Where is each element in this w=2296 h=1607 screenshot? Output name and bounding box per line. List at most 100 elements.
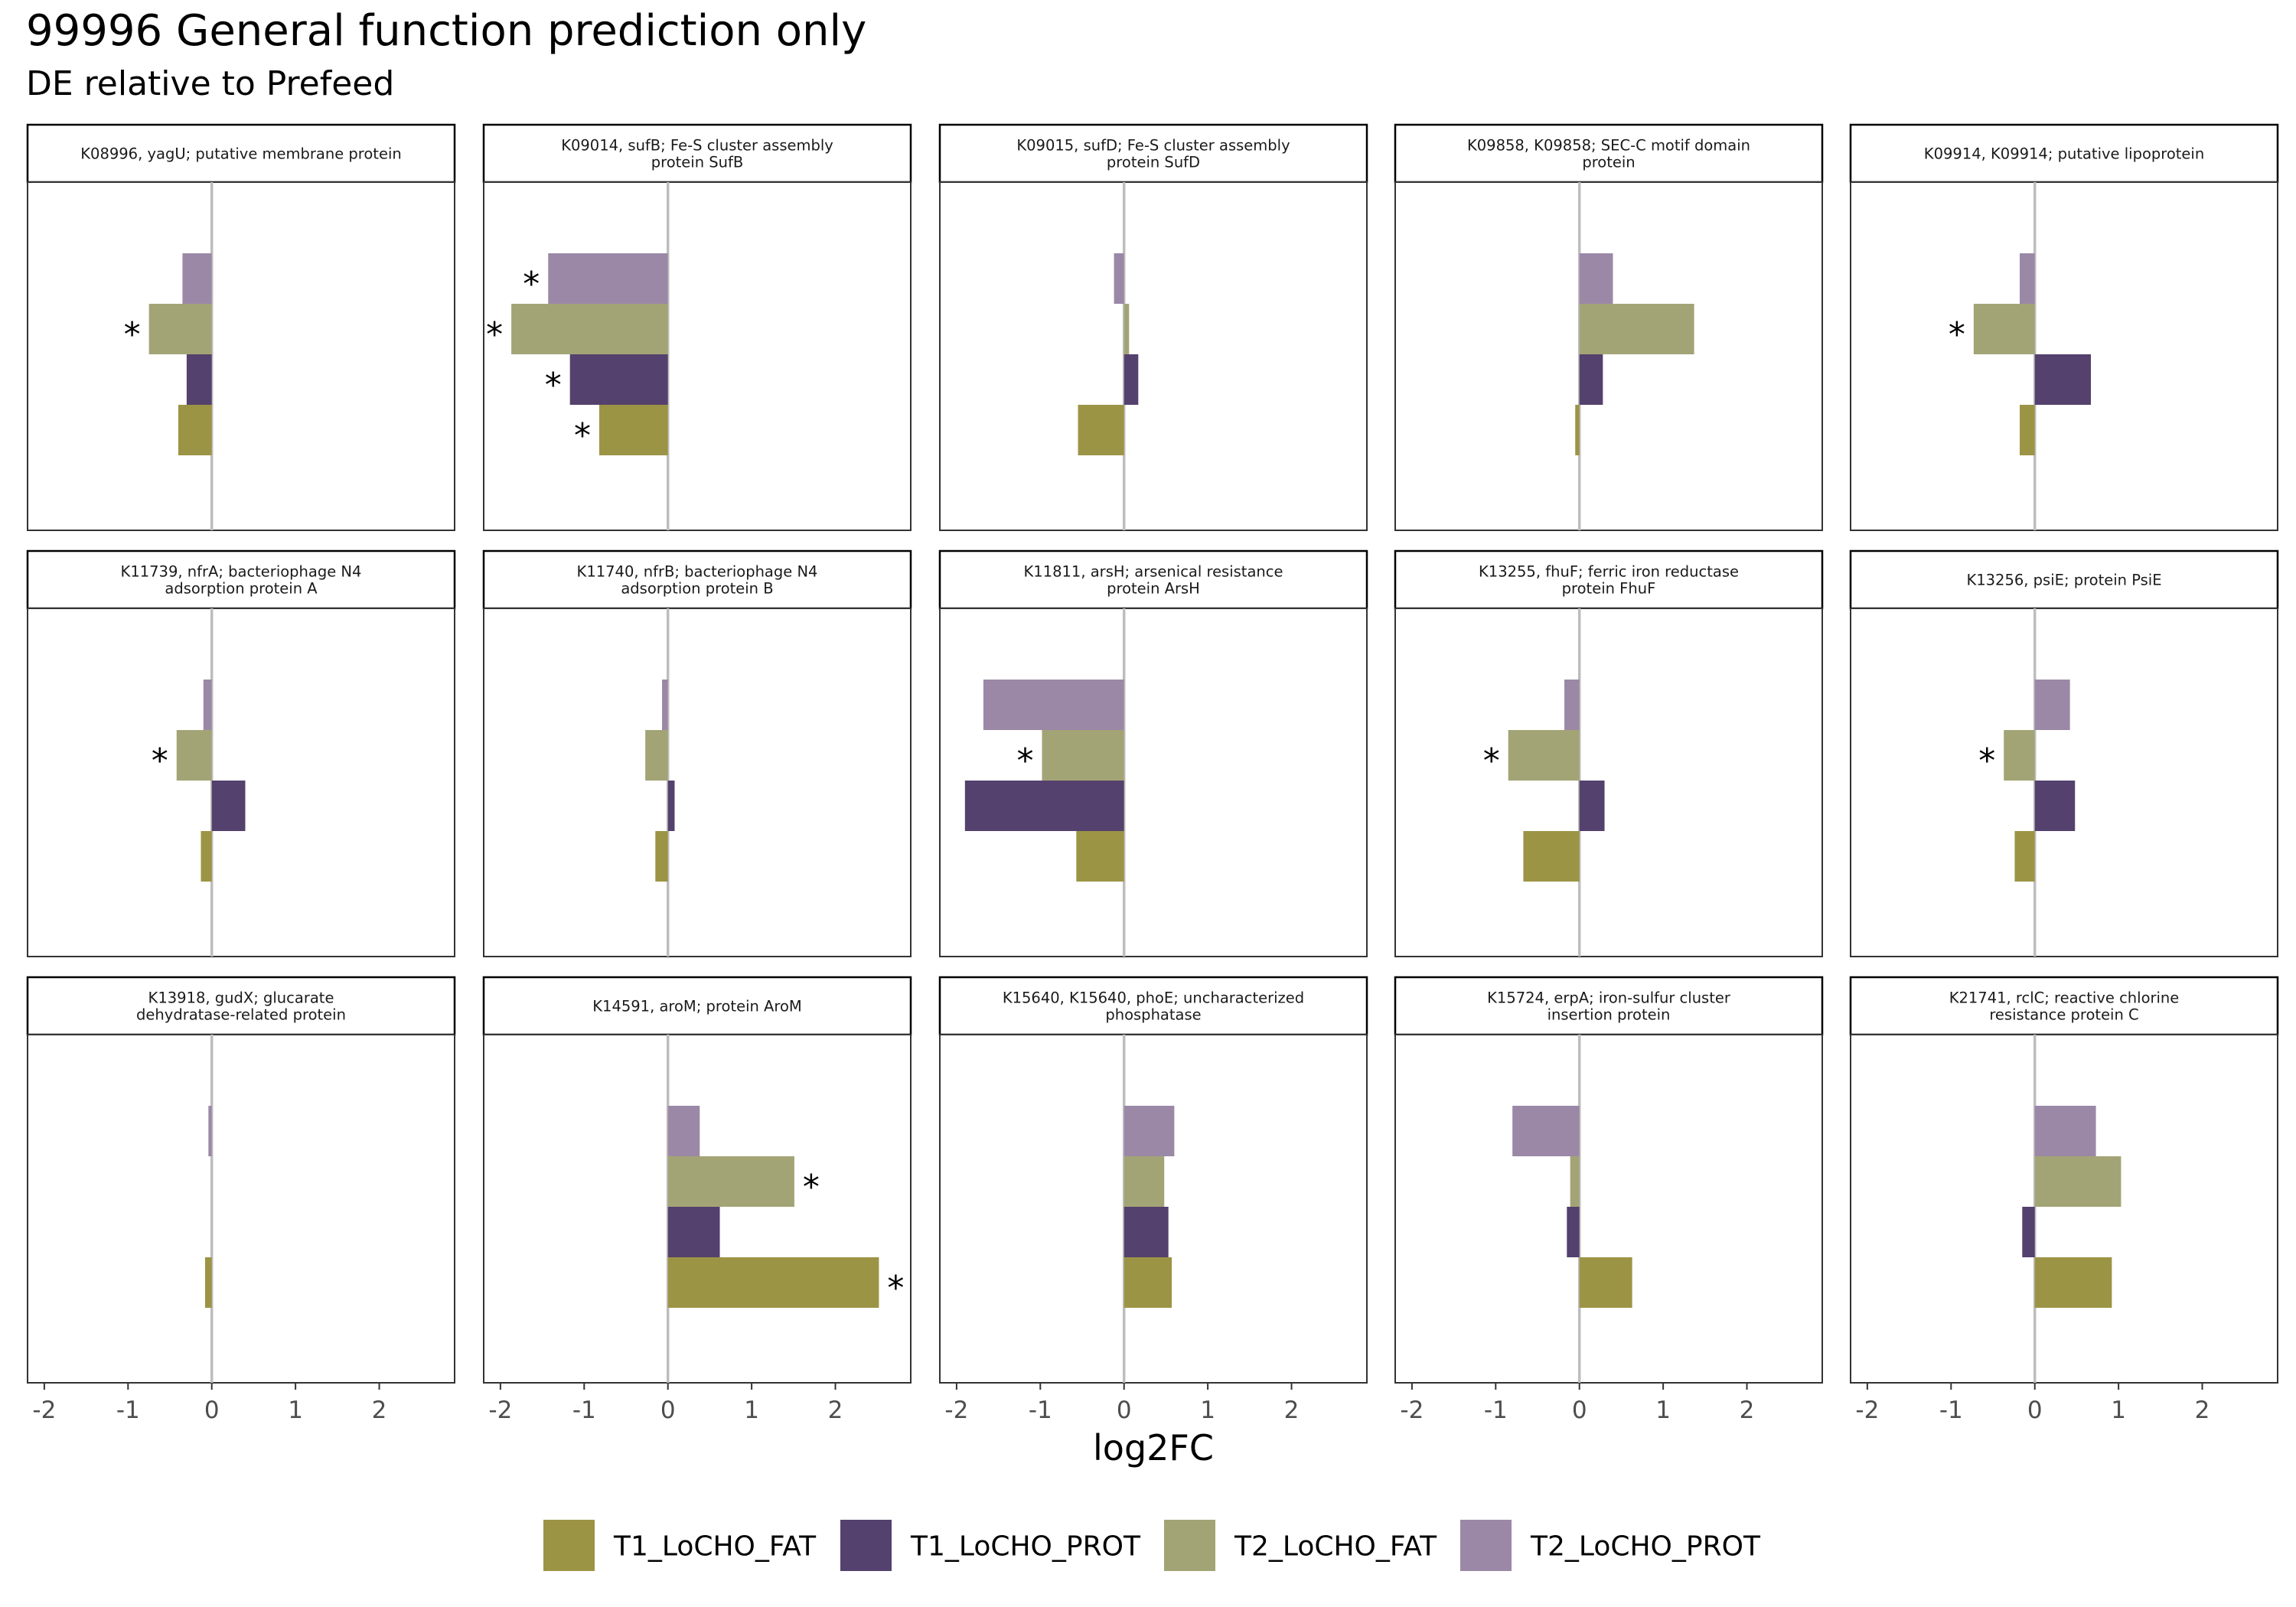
facet-strip-label: K13255, fhuF; ferric iron reductase [1479, 563, 1739, 581]
facet-strip [26, 549, 456, 610]
bar-t2-locho-prot [1564, 680, 1580, 730]
x-tick-label: 1 [1200, 1397, 1215, 1424]
bar-t2-locho-prot [1512, 1106, 1580, 1156]
bar-t2-locho-fat [511, 304, 668, 354]
facet-strip-label: K09914, K09914; putative lipoprotein [1924, 145, 2204, 163]
facet-strip-label: K13256, psiE; protein PsiE [1966, 572, 2161, 589]
bar-t1-locho-fat [1575, 405, 1580, 455]
significance-star: * [1483, 742, 1500, 781]
bar-t1-locho-prot [2034, 354, 2092, 405]
legend-key-t1-locho-prot [840, 1520, 892, 1571]
facet-panel [27, 1034, 455, 1384]
x-tick-label: 0 [1117, 1397, 1132, 1424]
facet-strip-label: protein [1582, 154, 1635, 171]
significance-star: * [124, 315, 141, 354]
x-tick-label: -1 [116, 1397, 140, 1424]
facet-strip [482, 123, 912, 184]
bar-t1-locho-fat [598, 405, 668, 455]
bar-t1-locho-fat [1523, 831, 1580, 882]
facet-panel [27, 181, 455, 531]
facet-panel [1394, 608, 1823, 957]
bar-t1-locho-fat [1124, 1257, 1172, 1308]
x-tick-label: -1 [572, 1397, 596, 1424]
bar-t2-locho-prot [1579, 253, 1613, 304]
bar-t1-locho-prot [186, 354, 212, 405]
bar-t2-locho-fat [2034, 1156, 2122, 1207]
facet-strip [26, 976, 456, 1036]
facet-strip-label: K09858, K09858; SEC-C motif domain [1467, 137, 1750, 155]
bar-t2-locho-fat [1570, 1156, 1580, 1207]
bar-t2-locho-fat [176, 730, 212, 781]
bar-t1-locho-fat [655, 831, 668, 882]
facet-strip-label: K09015, sufD; Fe-S cluster assembly [1016, 137, 1290, 155]
facet-strip [1849, 549, 2279, 610]
significance-star: * [1949, 315, 1965, 354]
x-tick-label: -2 [1400, 1397, 1424, 1424]
x-tick-label: -2 [1855, 1397, 1879, 1424]
significance-star: * [803, 1168, 820, 1207]
legend-label: T2_LoCHO_PROT [1530, 1531, 1761, 1563]
bar-t2-locho-fat [2004, 730, 2035, 781]
facet-strip [1849, 976, 2279, 1036]
legend-label: T2_LoCHO_FAT [1234, 1531, 1437, 1563]
facet-strip-label: K15640, K15640, phoE; uncharacterized [1003, 989, 1304, 1007]
bar-t2-locho-fat [667, 1156, 794, 1207]
facet-strip-label: K11740, nfrB; bacteriophage N4 [577, 563, 818, 581]
facet-panel [939, 181, 1368, 531]
significance-star: * [545, 366, 562, 405]
bar-t1-locho-fat [204, 1257, 212, 1308]
legend-label: T1_LoCHO_PROT [910, 1531, 1141, 1563]
bar-t2-locho-prot [2034, 680, 2070, 730]
bar-t1-locho-fat [2034, 1257, 2112, 1308]
facet-strip-label: dehydratase-related protein [136, 1006, 346, 1024]
facet-strip-label: K09014, sufB; Fe-S cluster assembly [561, 137, 833, 155]
x-tick-label: 2 [828, 1397, 843, 1424]
x-tick-label: 2 [2195, 1397, 2210, 1424]
significance-star: * [887, 1269, 904, 1308]
bar-t1-locho-prot [964, 781, 1124, 831]
x-tick-label: 2 [1284, 1397, 1300, 1424]
facet-panel [1394, 1034, 1823, 1384]
bar-t2-locho-prot [1114, 253, 1124, 304]
bar-t1-locho-fat [2014, 831, 2035, 882]
facet-strip-label: K08996, yagU; putative membrane protein [80, 145, 401, 163]
x-tick-label: -1 [1484, 1397, 1508, 1424]
bar-t1-locho-prot [1124, 1207, 1169, 1257]
bar-t1-locho-prot [1579, 354, 1603, 405]
x-tick-label: -1 [1939, 1397, 1963, 1424]
bar-t2-locho-fat [148, 304, 212, 354]
x-tick-label: 2 [372, 1397, 387, 1424]
x-tick-label: 1 [288, 1397, 303, 1424]
x-tick-label: -1 [1029, 1397, 1052, 1424]
bar-t2-locho-prot [208, 1106, 212, 1156]
facet-strip-label: K11739, nfrA; bacteriophage N4 [121, 563, 362, 581]
facet-strip-label: protein SufB [651, 154, 744, 171]
facet-panel [1394, 181, 1823, 531]
facet-strip [1394, 976, 1824, 1036]
x-tick-label: -2 [32, 1397, 56, 1424]
page-subtitle: DE relative to Prefeed [26, 64, 395, 103]
bar-t1-locho-fat [178, 405, 212, 455]
bar-t1-locho-prot [1124, 354, 1139, 405]
x-tick-label: 0 [660, 1397, 676, 1424]
legend-key-t2-locho-fat [1164, 1520, 1215, 1571]
bar-t2-locho-prot [983, 680, 1124, 730]
facet-strip-label: insertion protein [1548, 1006, 1671, 1024]
facet-strip-label: protein ArsH [1107, 580, 1200, 598]
facet-strip-label: K21741, rclC; reactive chlorine [1949, 989, 2180, 1007]
x-tick-label: 0 [1572, 1397, 1587, 1424]
bar-t2-locho-prot [203, 680, 212, 730]
legend-key-t2-locho-prot [1460, 1520, 1512, 1571]
bar-t1-locho-prot [1579, 781, 1605, 831]
bar-t1-locho-prot [211, 781, 246, 831]
bar-t2-locho-fat [1579, 304, 1694, 354]
significance-star: * [574, 416, 591, 455]
x-tick-label: -2 [488, 1397, 512, 1424]
bar-t2-locho-prot [548, 253, 668, 304]
significance-star: * [152, 742, 168, 781]
x-tick-label: 1 [1655, 1397, 1671, 1424]
bar-t2-locho-fat [645, 730, 668, 781]
bar-t2-locho-fat [1508, 730, 1580, 781]
facet-strip-label: phosphatase [1105, 1006, 1201, 1024]
